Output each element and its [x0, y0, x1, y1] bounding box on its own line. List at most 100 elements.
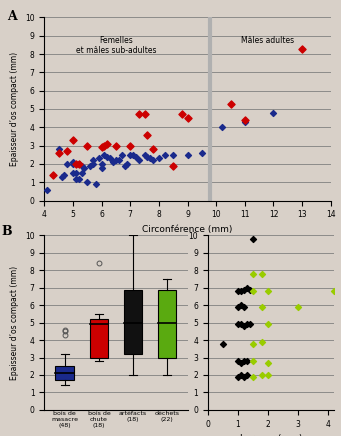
Point	[235, 303, 241, 310]
Point	[250, 358, 256, 364]
Text: A: A	[7, 10, 17, 23]
Point	[241, 303, 247, 310]
Point	[64, 160, 70, 167]
Point	[241, 323, 247, 330]
Point	[244, 284, 250, 291]
Point	[242, 116, 248, 123]
Point	[113, 157, 119, 164]
Point	[179, 111, 184, 118]
Point	[44, 186, 50, 193]
Point	[265, 288, 271, 295]
Point	[238, 288, 244, 295]
Point	[50, 171, 56, 178]
Point	[219, 124, 225, 131]
Point	[105, 153, 110, 160]
Point	[70, 136, 76, 143]
Point	[145, 131, 150, 138]
Bar	[124, 290, 143, 354]
Point	[82, 164, 87, 171]
Point	[87, 162, 93, 169]
Point	[238, 371, 244, 378]
Point	[235, 373, 241, 380]
Point	[90, 157, 96, 164]
Text: Mâles adultes: Mâles adultes	[241, 36, 294, 45]
Point	[244, 321, 250, 328]
Point	[102, 142, 107, 149]
Point	[105, 140, 110, 147]
Point	[247, 286, 253, 293]
Point	[145, 153, 150, 160]
Point	[170, 151, 176, 158]
Point	[260, 270, 265, 277]
Point	[228, 100, 233, 107]
Point	[90, 160, 96, 167]
Point	[242, 118, 248, 125]
Point	[250, 235, 256, 242]
Point	[113, 142, 119, 149]
Point	[70, 160, 76, 167]
Point	[64, 148, 70, 155]
Point	[76, 175, 81, 182]
Point	[185, 115, 190, 122]
Point	[128, 142, 133, 149]
Point	[199, 150, 205, 157]
Point	[150, 157, 156, 164]
Bar	[158, 290, 177, 358]
Point	[331, 288, 337, 295]
Point	[260, 338, 265, 345]
Point	[250, 340, 256, 347]
Point	[93, 181, 99, 187]
Point	[62, 171, 67, 178]
Point	[73, 160, 78, 167]
Point	[241, 373, 247, 380]
X-axis label: Largeur (mm): Largeur (mm)	[240, 434, 302, 436]
Point	[56, 146, 61, 153]
Point	[130, 151, 136, 158]
Point	[76, 160, 81, 167]
Point	[247, 321, 253, 328]
Point	[125, 160, 130, 167]
Point	[185, 151, 190, 158]
Point	[142, 111, 147, 118]
Y-axis label: Epaisseur d’os compact (mm): Epaisseur d’os compact (mm)	[11, 266, 19, 380]
Point	[96, 155, 102, 162]
Point	[250, 373, 256, 380]
Point	[295, 303, 301, 310]
Point	[260, 303, 265, 310]
Point	[136, 157, 142, 164]
Point	[142, 151, 147, 158]
Point	[70, 159, 76, 166]
Point	[107, 155, 113, 162]
Point	[99, 160, 104, 167]
Point	[76, 160, 81, 167]
Point	[116, 157, 121, 164]
Point	[265, 321, 271, 328]
Point	[128, 151, 133, 158]
Point	[235, 358, 241, 364]
Point	[235, 288, 241, 295]
Point	[244, 371, 250, 378]
Point	[73, 175, 78, 182]
Point	[220, 340, 226, 347]
Point	[122, 162, 127, 169]
Point	[156, 155, 162, 162]
Point	[244, 358, 250, 364]
Point	[136, 111, 142, 118]
Point	[85, 142, 90, 149]
Point	[119, 151, 124, 158]
Point	[99, 144, 104, 151]
Point	[85, 179, 90, 186]
Point	[299, 45, 305, 52]
Point	[148, 155, 153, 162]
Point	[70, 170, 76, 177]
Point	[250, 288, 256, 295]
Bar	[90, 319, 108, 358]
Point	[241, 286, 247, 293]
Point	[238, 302, 244, 309]
Point	[238, 359, 244, 366]
Point	[235, 321, 241, 328]
Point	[265, 359, 271, 366]
Point	[99, 164, 104, 171]
Point	[150, 146, 156, 153]
Point	[133, 153, 139, 160]
